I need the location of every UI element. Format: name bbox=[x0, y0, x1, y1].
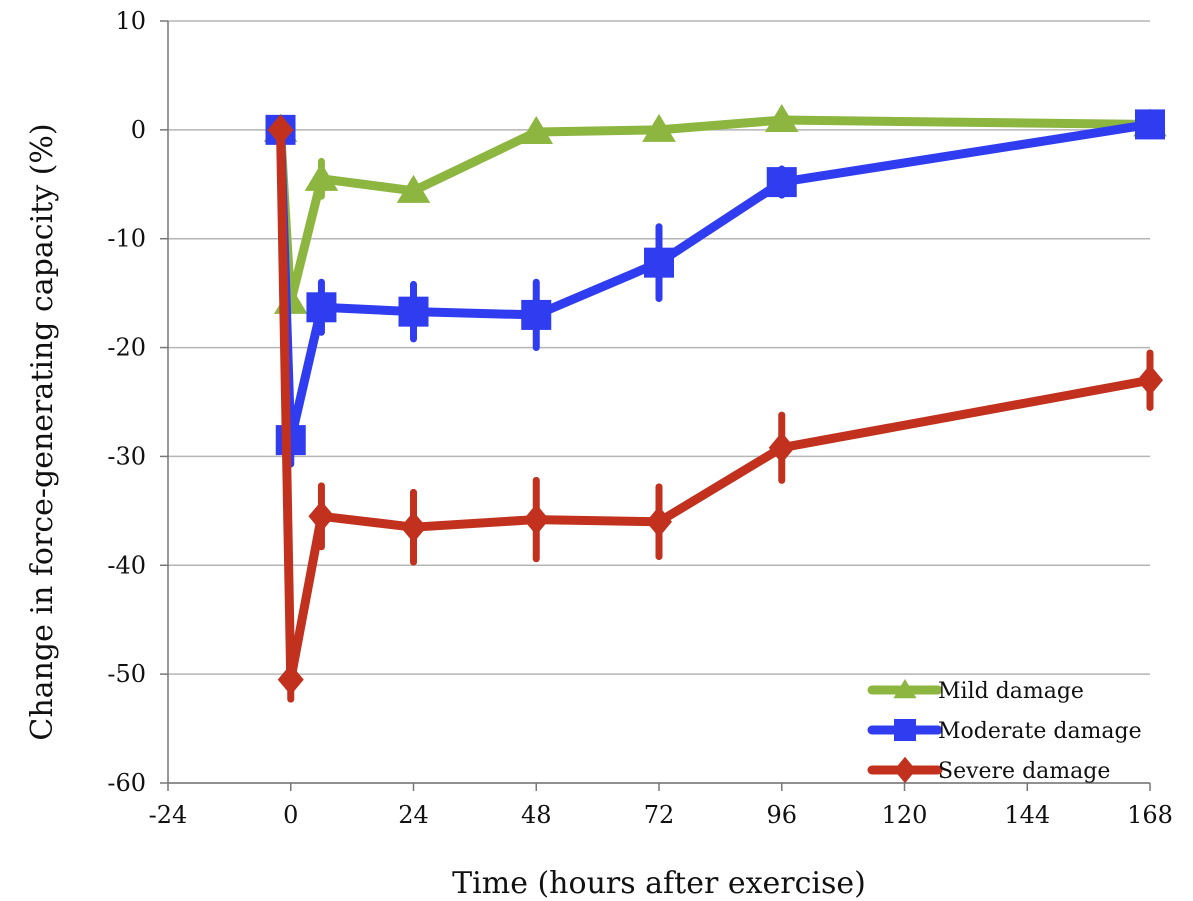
x-tick-label: 144 bbox=[1004, 801, 1050, 829]
y-tick-label: -30 bbox=[107, 442, 146, 470]
y-tick-label: -10 bbox=[107, 225, 146, 253]
x-tick-label: 168 bbox=[1127, 801, 1173, 829]
x-tick-label: 120 bbox=[882, 801, 928, 829]
axes bbox=[160, 20, 1151, 791]
data-point-triangle bbox=[304, 162, 339, 191]
data-point-triangle bbox=[764, 104, 799, 133]
series-line bbox=[276, 119, 1155, 445]
data-point-triangle bbox=[396, 174, 431, 203]
data-point-square bbox=[398, 296, 429, 327]
y-tick-label: -60 bbox=[107, 769, 146, 797]
legend-label: Severe damage bbox=[938, 759, 1110, 784]
data-point-square bbox=[766, 167, 797, 198]
series-line bbox=[276, 125, 1155, 685]
data-point-diamond bbox=[894, 756, 916, 784]
data-point-square bbox=[1135, 109, 1165, 140]
x-tick-label: 96 bbox=[766, 801, 797, 829]
legend-label: Moderate damage bbox=[938, 719, 1142, 744]
data-point-diamond bbox=[267, 114, 294, 146]
series-mild-damage bbox=[263, 104, 1167, 314]
x-tick-label: 72 bbox=[644, 801, 675, 829]
data-point-square bbox=[894, 719, 916, 741]
legend-entry: Mild damage bbox=[867, 679, 1084, 704]
data-point-diamond bbox=[1137, 364, 1163, 396]
tick-labels: 10 0 -10 -20 -30 -40 -50 -60-24 0 24 48 72 96 120 144 1… bbox=[107, 7, 1173, 829]
y-tick-label: -50 bbox=[107, 660, 146, 688]
data-point-triangle bbox=[519, 116, 554, 145]
data-point-diamond bbox=[400, 511, 427, 543]
y-axis-title: Change in force-generating capacity (%) bbox=[25, 123, 60, 740]
y-tick-label: 10 bbox=[115, 7, 146, 35]
data-point-diamond bbox=[646, 506, 672, 538]
series-moderate-damage bbox=[265, 109, 1165, 468]
legend-entry: Moderate damage bbox=[867, 719, 1142, 744]
data-point-diamond bbox=[277, 663, 304, 696]
y-tick-label: -40 bbox=[107, 551, 146, 579]
data-point-triangle bbox=[893, 679, 917, 699]
data-point-square bbox=[306, 292, 337, 323]
series-line bbox=[276, 115, 1155, 307]
series bbox=[263, 104, 1167, 703]
legend-label: Mild damage bbox=[938, 679, 1084, 704]
legend-entry: Severe damage bbox=[867, 756, 1110, 784]
data-point-diamond bbox=[523, 503, 550, 536]
x-tick-label: 0 bbox=[283, 801, 298, 829]
series-severe-damage bbox=[267, 114, 1163, 703]
data-point-diamond bbox=[768, 432, 795, 464]
data-point-diamond bbox=[308, 500, 335, 532]
y-tick-label: 0 bbox=[131, 116, 146, 144]
x-axis-title: Time (hours after exercise) bbox=[452, 866, 866, 901]
data-point-square bbox=[644, 247, 674, 278]
x-tick-label: -24 bbox=[149, 801, 188, 829]
y-tick-label: -20 bbox=[107, 334, 146, 362]
legend: Mild damage Moderate damage Severe damage bbox=[867, 679, 1142, 784]
data-point-square bbox=[521, 299, 552, 330]
x-tick-label: 48 bbox=[521, 801, 552, 829]
x-tick-label: 24 bbox=[398, 801, 429, 829]
data-point-triangle bbox=[642, 113, 676, 142]
